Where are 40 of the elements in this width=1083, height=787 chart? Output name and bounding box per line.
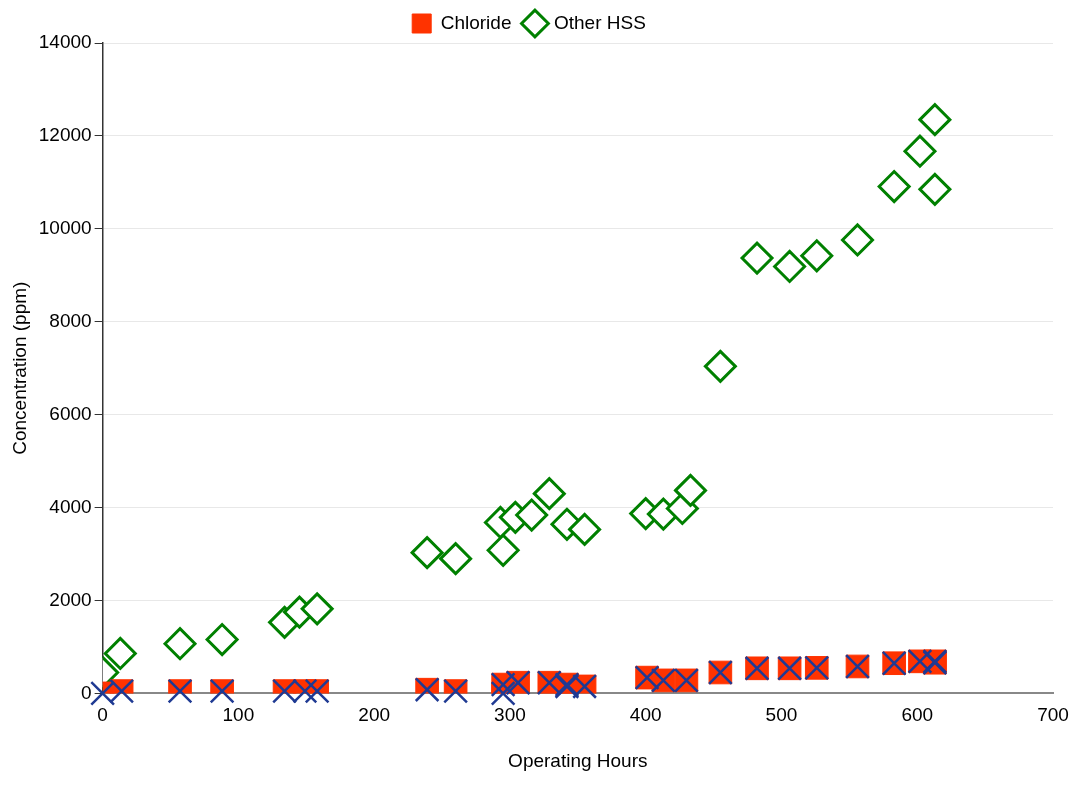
point (410, 536, 444, 570)
legend-label: Other HSS (553, 11, 646, 33)
x-tick-label: 500 (765, 704, 798, 726)
point (877, 170, 911, 204)
x-tick-label: 400 (629, 704, 662, 726)
x-tick-label: 200 (358, 704, 391, 726)
x-tick-label: 300 (494, 704, 526, 726)
x-tick-label: 600 (901, 704, 934, 726)
y-tick-label: 2000 (49, 588, 92, 610)
point (841, 223, 874, 257)
x-axis-title: Operating Hours (508, 749, 648, 771)
y-tick-label: 14000 (38, 31, 92, 53)
legend-label: Chloride (440, 11, 512, 33)
point (918, 103, 952, 137)
y-axis-title: Concentration (ppm) (8, 281, 30, 455)
point (163, 627, 197, 661)
x-tick-label: 0 (97, 704, 108, 726)
point (918, 172, 952, 206)
point (800, 239, 834, 273)
point (773, 249, 807, 283)
point (703, 349, 737, 383)
y-tick-label: 4000 (49, 495, 92, 517)
point (103, 636, 137, 670)
point (568, 512, 602, 546)
y-tick-label: 12000 (38, 124, 92, 146)
point (740, 241, 774, 275)
y-tick-label: 8000 (49, 309, 92, 331)
point (300, 592, 334, 626)
y-tick-label: 0 (81, 681, 92, 703)
x-tick-label: 700 (1037, 704, 1069, 726)
point (515, 498, 549, 532)
y-tick-label: 10000 (38, 217, 92, 239)
y-tick-label: 6000 (49, 402, 92, 424)
point (674, 473, 707, 507)
point (486, 533, 520, 567)
x-tick-label: 100 (222, 704, 255, 726)
point (205, 623, 239, 657)
point (903, 134, 937, 168)
point (532, 477, 566, 511)
point (439, 542, 473, 576)
